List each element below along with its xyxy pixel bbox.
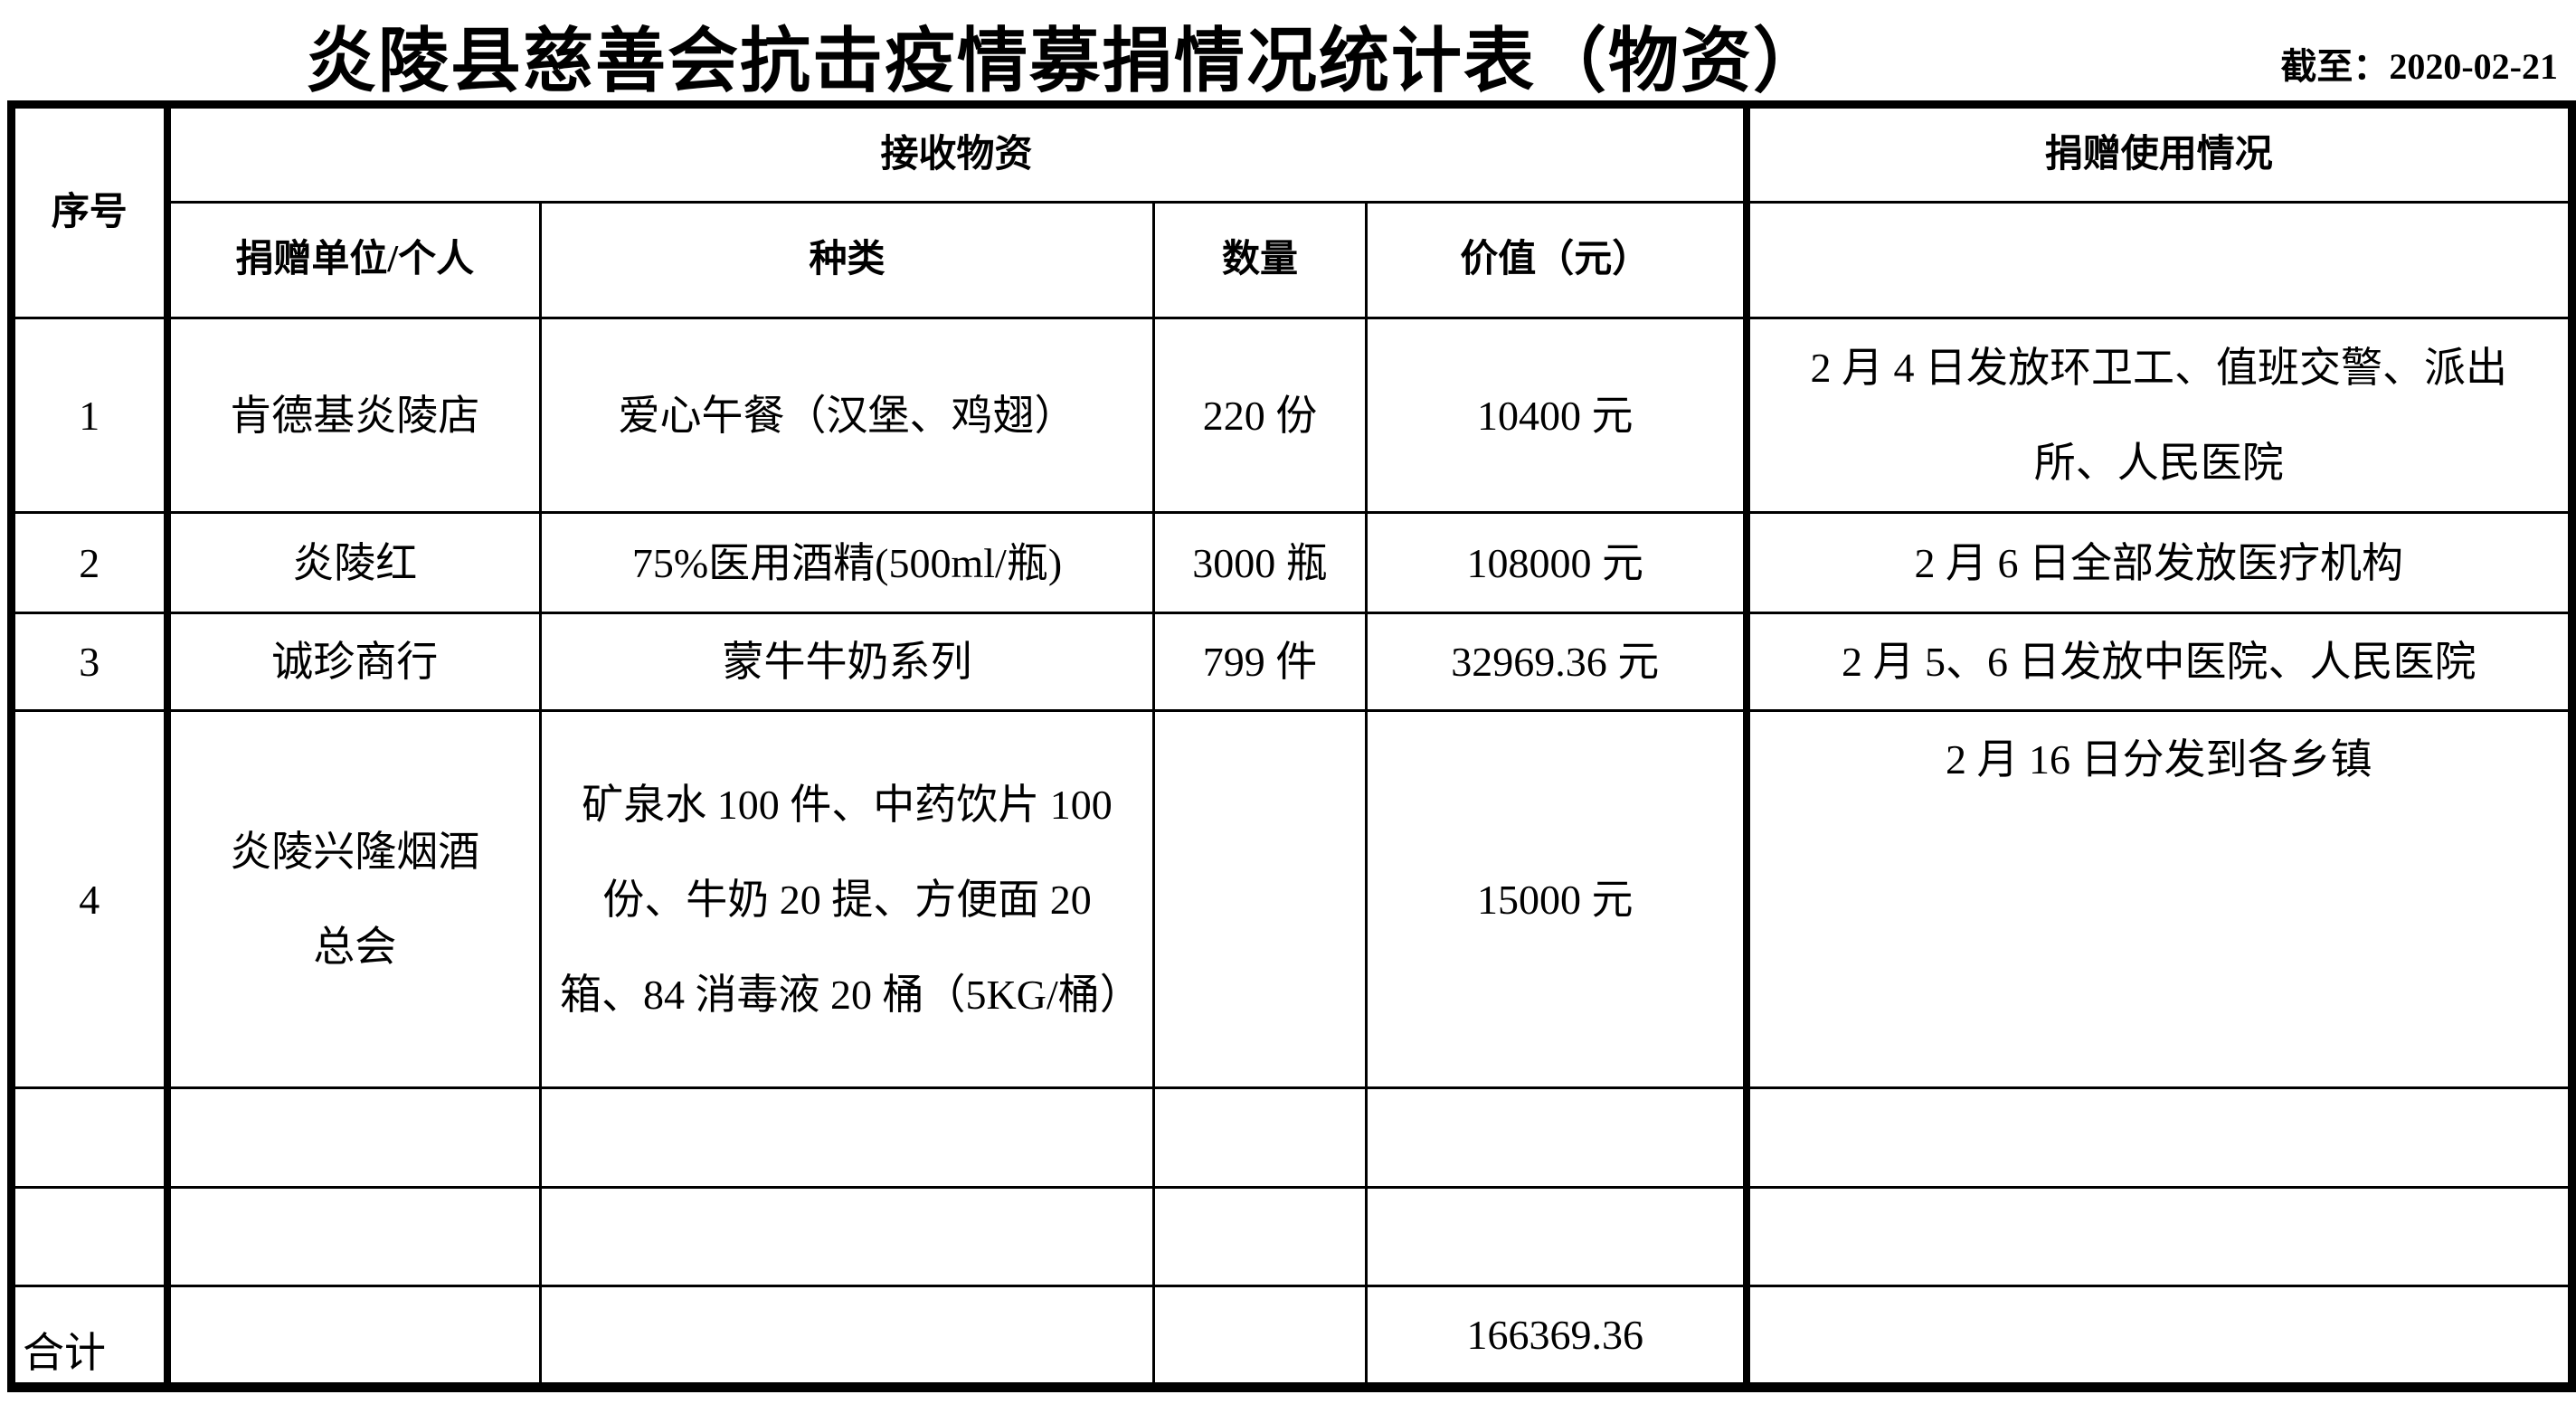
cell-r4-value: 15000 元 (1364, 709, 1750, 1089)
page-title: 炎陵县慈善会抗击疫情募捐情况统计表（物资） (305, 21, 1825, 100)
cell-r3-seq: 3 (10, 612, 171, 712)
header-row-group: 序号 接收物资 捐赠使用情况 (10, 103, 2574, 319)
cell-r5-quantity (1152, 1086, 1368, 1189)
cell-r6-usage (1745, 1186, 2574, 1287)
header-row-columns: 捐赠单位/个人 种类 数量 价值（元） (12, 201, 2574, 319)
cell-r1-kind: 爱心午餐（汉堡、鸡翅） (539, 317, 1155, 514)
total-usage (1745, 1285, 2574, 1389)
cell-r2-donor: 炎陵红 (166, 511, 542, 614)
table-row: 2 炎陵红 75%医用酒精(500ml/瓶) 3000 瓶 108000 元 2… (10, 511, 2574, 614)
cell-r5-kind (539, 1086, 1155, 1189)
cell-r3-kind: 蒙牛牛奶系列 (539, 612, 1155, 712)
header-value: 价值（元） (1364, 201, 1750, 319)
total-quantity (1152, 1285, 1368, 1389)
table-row-empty (10, 1086, 2574, 1189)
donation-table: 序号 接收物资 捐赠使用情况 捐赠单位/个人 种类 数量 价值（元） 1 肯德基… (7, 100, 2576, 1392)
cell-r3-quantity: 799 件 (1152, 612, 1368, 712)
table-row-empty (10, 1186, 2574, 1287)
cell-r6-kind (539, 1186, 1155, 1287)
cell-r3-value: 32969.36 元 (1364, 612, 1750, 712)
cell-r4-quantity (1152, 709, 1368, 1089)
cell-r5-seq (10, 1086, 171, 1189)
cell-r1-usage: 2 月 4 日发放环卫工、值班交警、派出所、人民医院 (1745, 317, 2574, 514)
total-label: 合计 (10, 1285, 171, 1389)
header-seq: 序号 (10, 103, 171, 319)
cell-r1-value: 10400 元 (1364, 317, 1750, 514)
cell-r6-quantity (1152, 1186, 1368, 1287)
header-received-group: 接收物资 (165, 103, 1750, 204)
cell-r5-value (1364, 1086, 1750, 1189)
table-row: 3 诚珍商行 蒙牛牛奶系列 799 件 32969.36 元 2 月 5、6 日… (10, 612, 2574, 712)
cell-r1-donor: 肯德基炎陵店 (166, 317, 542, 514)
cell-r6-donor (166, 1186, 542, 1287)
total-row: 合计 166369.36 (10, 1285, 2574, 1389)
cell-r4-kind: 矿泉水 100 件、中药饮片 100 份、牛奶 20 提、方便面 20 箱、84… (539, 709, 1155, 1089)
total-donor (166, 1285, 542, 1389)
cell-r2-quantity: 3000 瓶 (1152, 511, 1368, 614)
header-usage-sub (1745, 201, 2574, 319)
table-row: 1 肯德基炎陵店 爱心午餐（汉堡、鸡翅） 220 份 10400 元 2 月 4… (10, 317, 2574, 514)
cell-r4-usage: 2 月 16 日分发到各乡镇 (1745, 709, 2574, 1089)
cell-r1-seq: 1 (10, 317, 171, 514)
cell-r4-seq: 4 (10, 709, 171, 1089)
table-row: 4 炎陵兴隆烟酒总会 矿泉水 100 件、中药饮片 100 份、牛奶 20 提、… (10, 709, 2574, 1089)
cell-r3-donor: 诚珍商行 (166, 612, 542, 712)
document-header: 炎陵县慈善会抗击疫情募捐情况统计表（物资） 截至：2020-02-21 (7, 5, 2569, 100)
cell-r2-value: 108000 元 (1364, 511, 1750, 614)
total-kind (539, 1285, 1155, 1389)
header-donor: 捐赠单位/个人 (166, 201, 542, 319)
cell-r5-usage (1745, 1086, 2574, 1189)
as-of-date: 截至：2020-02-21 (2280, 46, 2558, 87)
total-value: 166369.36 (1364, 1285, 1750, 1389)
cell-r1-quantity: 220 份 (1152, 317, 1368, 514)
header-quantity: 数量 (1152, 201, 1368, 319)
cell-r2-usage: 2 月 6 日全部发放医疗机构 (1745, 511, 2574, 614)
cell-r3-usage: 2 月 5、6 日发放中医院、人民医院 (1745, 612, 2574, 712)
cell-r6-seq (10, 1186, 171, 1287)
cell-r2-seq: 2 (10, 511, 171, 614)
header-kind: 种类 (539, 201, 1155, 319)
cell-r6-value (1364, 1186, 1750, 1287)
header-usage: 捐赠使用情况 (1745, 103, 2574, 204)
cell-r4-donor: 炎陵兴隆烟酒总会 (166, 709, 542, 1089)
cell-r2-kind: 75%医用酒精(500ml/瓶) (539, 511, 1155, 614)
cell-r5-donor (166, 1086, 542, 1189)
